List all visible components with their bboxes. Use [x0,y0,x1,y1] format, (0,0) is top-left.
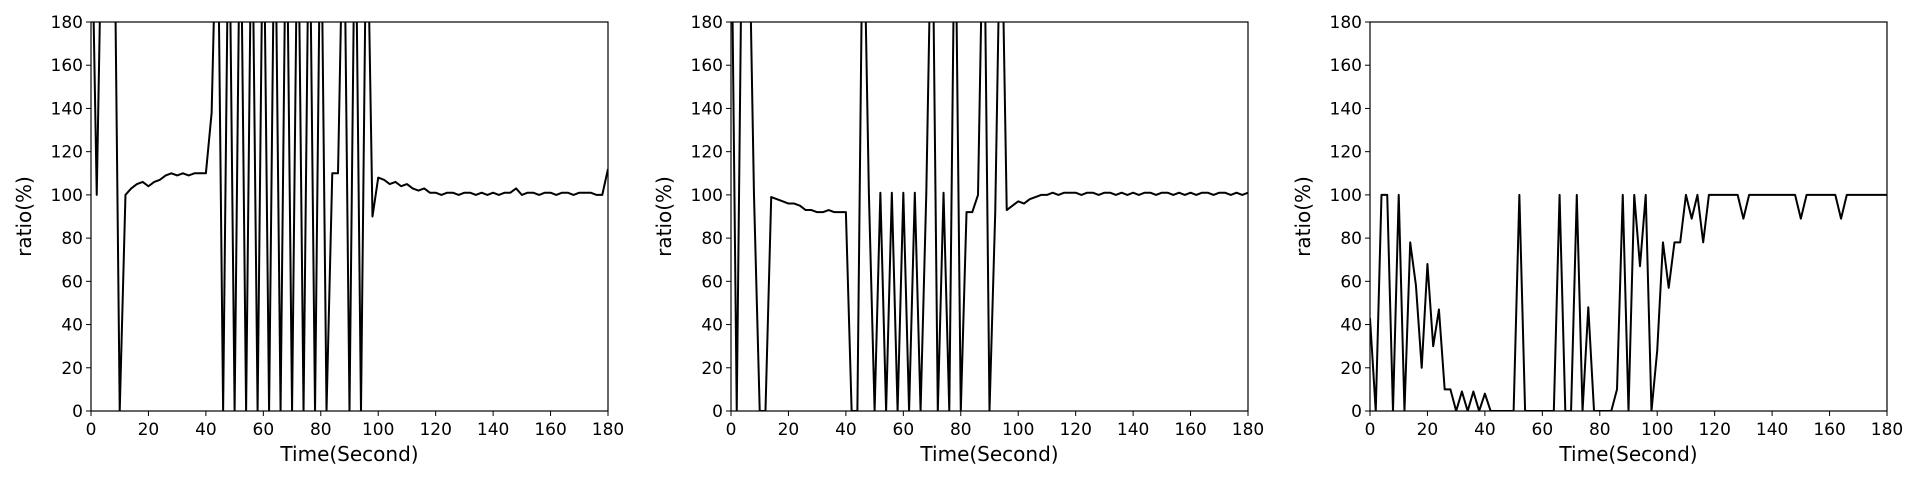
y-tick-label: 60 [1340,272,1362,292]
x-tick-label: 60 [893,420,915,440]
data-line [731,22,1248,411]
y-tick-label: 0 [72,402,83,422]
subplot: 0 20 40 60 80 100 120 140 160 180 0 20 40 60 80 100 120 1… [1291,13,1903,466]
x-tick-label: 60 [253,420,275,440]
y-tick-label: 20 [1340,359,1362,379]
y-tick-label: 140 [1330,99,1362,119]
y-axis-label: ratio(%) [652,176,676,257]
y-tick-label: 140 [51,99,83,119]
x-tick-label: 0 [1365,420,1376,440]
y-tick-label: 40 [61,316,83,336]
x-tick-label: 140 [1756,420,1788,440]
subplot: 0 20 40 60 80 100 120 140 160 180 0 20 40 60 80 100 120 1… [652,13,1264,466]
y-tick-label: 100 [1330,186,1362,206]
x-axis-label: Time(Second) [1558,442,1697,466]
y-tick-label: 0 [712,402,723,422]
y-tick-label: 60 [701,272,723,292]
x-tick-label: 160 [534,420,566,440]
x-tick-label: 20 [778,420,800,440]
x-tick-label: 120 [1059,420,1091,440]
x-axis-label: Time(Second) [279,442,418,466]
x-tick-label: 160 [1174,420,1206,440]
y-tick-label: 160 [1330,56,1362,76]
y-tick-label: 160 [691,56,723,76]
x-tick-label: 100 [1002,420,1034,440]
y-tick-label: 120 [1330,143,1362,163]
x-axis-label: Time(Second) [919,442,1058,466]
y-axis-label: ratio(%) [12,176,36,257]
y-tick-label: 160 [51,56,83,76]
data-line [1370,193,1887,411]
x-tick-label: 20 [138,420,160,440]
y-tick-label: 100 [691,186,723,206]
y-tick-label: 180 [691,13,723,33]
x-tick-label: 140 [477,420,509,440]
x-tick-label: 20 [1417,420,1439,440]
x-tick-label: 120 [419,420,451,440]
x-tick-label: 100 [1641,420,1673,440]
y-tick-label: 120 [691,143,723,163]
subplot: 0 20 40 60 80 100 120 140 160 180 0 20 40 60 80 100 120 1… [12,13,624,466]
x-tick-label: 180 [592,420,624,440]
y-tick-label: 120 [51,143,83,163]
y-tick-label: 80 [1340,229,1362,249]
x-tick-label: 0 [726,420,737,440]
y-tick-label: 40 [701,316,723,336]
x-tick-label: 40 [835,420,857,440]
y-tick-label: 0 [1351,402,1362,422]
axes-frame [90,21,609,412]
y-tick-label: 180 [51,13,83,33]
y-tick-label: 20 [701,359,723,379]
x-tick-label: 40 [1474,420,1496,440]
y-tick-label: 100 [51,186,83,206]
x-tick-label: 120 [1698,420,1730,440]
x-tick-label: 80 [1589,420,1611,440]
x-tick-label: 80 [950,420,972,440]
y-tick-label: 80 [61,229,83,249]
y-tick-label: 80 [701,229,723,249]
y-tick-label: 40 [1340,316,1362,336]
axes-frame [730,21,1249,412]
y-tick-label: 180 [1330,13,1362,33]
x-tick-label: 160 [1813,420,1845,440]
x-tick-label: 180 [1871,420,1903,440]
x-tick-label: 60 [1532,420,1554,440]
y-tick-label: 20 [61,359,83,379]
x-tick-label: 140 [1117,420,1149,440]
axes-frame [1369,21,1888,412]
x-tick-label: 40 [195,420,217,440]
y-tick-label: 140 [691,99,723,119]
x-tick-label: 180 [1232,420,1264,440]
x-tick-label: 100 [362,420,394,440]
y-tick-label: 60 [61,272,83,292]
x-tick-label: 80 [310,420,332,440]
x-tick-label: 0 [86,420,97,440]
y-axis-label: ratio(%) [1291,176,1315,257]
data-line [92,22,608,411]
